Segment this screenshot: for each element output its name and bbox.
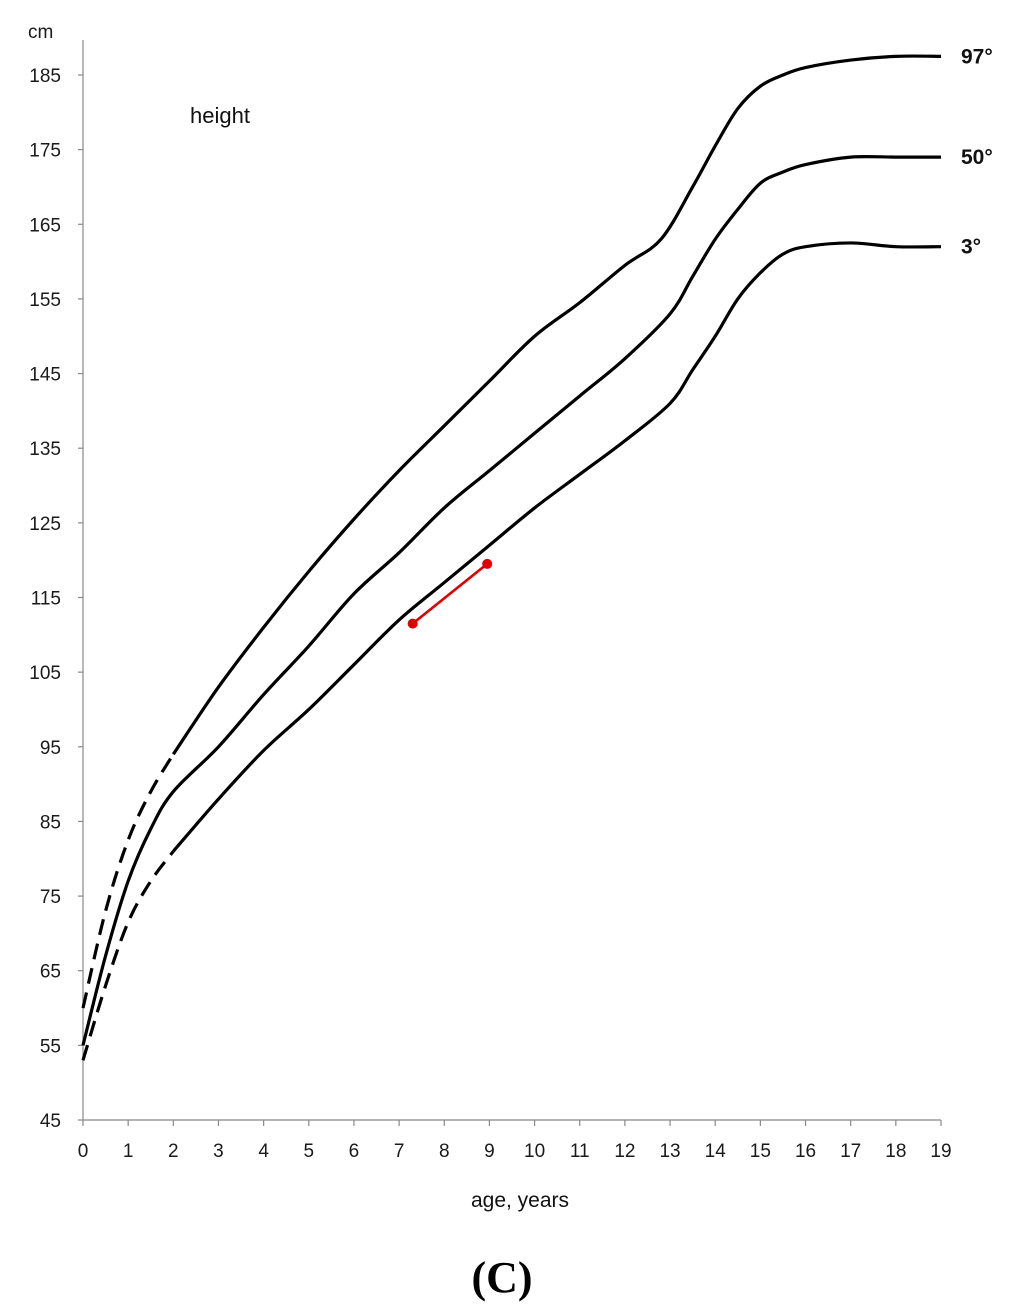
percentile-curves: 97° 50° 3°: [81, 45, 993, 1061]
y-tick-label: 185: [29, 66, 61, 87]
y-tick-label: 125: [29, 514, 61, 535]
x-tick-label: 8: [439, 1141, 450, 1162]
y-tick-label: 55: [40, 1036, 61, 1057]
percentile-curve-50-label: 50°: [961, 146, 993, 169]
y-tick-label: 115: [31, 589, 61, 610]
percentile-curve-3-label: 3°: [961, 236, 981, 259]
y-tick-label: 155: [29, 290, 61, 311]
axes: [82, 40, 941, 1121]
y-tick-label: 85: [40, 812, 61, 833]
patient-point-2: [482, 558, 493, 569]
x-tick-label: 7: [394, 1141, 405, 1162]
x-tick-label: 19: [930, 1141, 951, 1162]
percentile-curve-3: [172, 241, 942, 853]
y-tick-label: 165: [29, 215, 61, 236]
x-tick-label: 5: [304, 1141, 315, 1162]
patient-measurements: [407, 558, 493, 629]
percentile-curve-97-label: 97°: [961, 45, 993, 68]
x-tick-label: 16: [795, 1141, 816, 1162]
y-tick-label: 175: [29, 141, 61, 162]
percentile-curve-97-dashed-segment: [81, 753, 175, 1009]
x-tick-label: 6: [349, 1141, 360, 1162]
x-tick-label: 1: [123, 1141, 134, 1162]
x-tick-label: 15: [750, 1141, 771, 1162]
x-tick-label: 10: [524, 1141, 545, 1162]
x-tick-label: 0: [78, 1141, 89, 1162]
percentile-curve-97: [171, 54, 942, 756]
x-tick-label: 9: [484, 1141, 495, 1162]
x-tick-label: 3: [213, 1141, 224, 1162]
percentile-curve-50: [81, 154, 941, 1046]
x-tick-label: 11: [570, 1141, 590, 1162]
y-tick-label: 45: [40, 1111, 61, 1132]
x-tick-label: 13: [659, 1141, 680, 1162]
y-tick-label: 65: [40, 962, 61, 983]
x-axis-title: age, years: [471, 1189, 569, 1212]
y-tick-label: 145: [29, 365, 61, 386]
chart-title: height: [190, 103, 250, 128]
percentile-curve-3-dashed-segment: [81, 850, 175, 1061]
y-tick-label: 105: [29, 663, 61, 684]
ticks: 4555657585951051151251351451551651751850…: [29, 66, 951, 1162]
labels: height cm age, years (C): [28, 22, 569, 1302]
x-tick-label: 12: [614, 1141, 635, 1162]
y-tick-label: 135: [29, 439, 61, 460]
x-tick-label: 14: [705, 1141, 727, 1162]
x-tick-label: 18: [885, 1141, 906, 1162]
x-tick-label: 17: [840, 1141, 861, 1162]
x-tick-label: 2: [168, 1141, 179, 1162]
y-axis-unit-label: cm: [28, 22, 53, 43]
patient-point-1: [407, 618, 418, 629]
y-tick-label: 75: [40, 887, 61, 908]
x-tick-label: 4: [258, 1141, 269, 1162]
figure-caption: (C): [471, 1253, 532, 1302]
patient-growth-line: [411, 562, 488, 625]
y-tick-label: 95: [40, 738, 61, 759]
